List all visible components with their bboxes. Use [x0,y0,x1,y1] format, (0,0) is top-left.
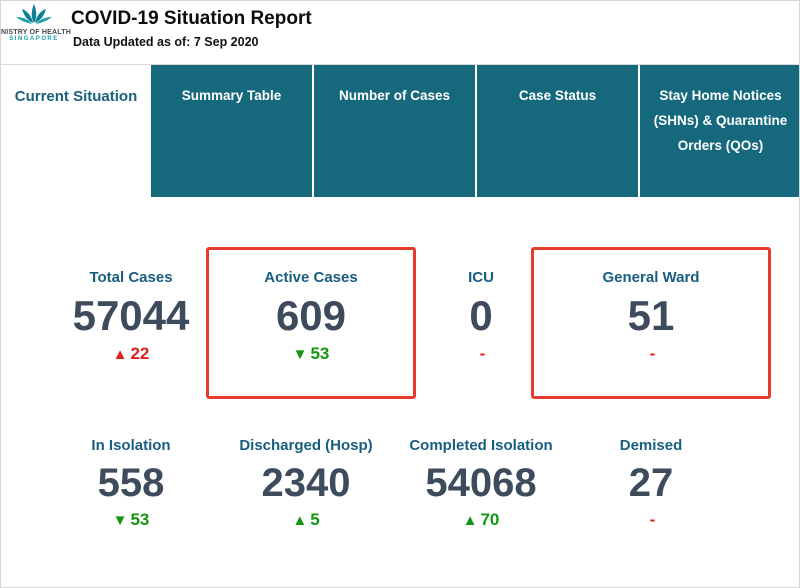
stat-value: 27 [628,461,674,505]
stat-value: 2340 [261,461,351,505]
stat-value: 51 [627,292,675,339]
stat-icu: ICU 0 - [421,269,541,364]
stat-label: Completed Isolation [409,437,553,454]
tab-strip: Summary Table Number of Cases Case Statu… [151,65,799,197]
stat-value: 0 [469,292,493,339]
logo-org-text: NISTRY OF HEALTH [1,29,71,36]
stat-active-cases: Active Cases 609 ▼ 53 [211,269,411,364]
stat-label: In Isolation [91,437,171,454]
stat-value: 609 [275,292,347,339]
stat-delta: - [421,344,541,364]
stat-in-isolation: In Isolation 558 ▼ 53 [31,437,231,530]
stat-delta: ▼ 53 [31,510,231,530]
delta-value: - [649,344,656,364]
stat-label: Total Cases [89,269,173,286]
stat-completed-isolation: Completed Isolation 54068 ▲ 70 [376,437,586,530]
moh-logo: NISTRY OF HEALTH SINGAPORE [1,3,71,42]
stat-label: Discharged (Hosp) [239,437,373,454]
triangle-down-icon: ▼ [112,512,128,529]
stat-delta: ▼ 53 [211,344,411,364]
triangle-down-icon: ▼ [292,346,308,364]
header: NISTRY OF HEALTH SINGAPORE COVID-19 Situ… [1,1,799,64]
data-updated-label: Data Updated as of: 7 Sep 2020 [73,35,259,49]
stat-delta: ▲ 5 [201,510,411,530]
tab-current-situation[interactable]: Current Situation [1,65,151,197]
stat-total-cases: Total Cases 57044 ▲ 22 [31,269,231,364]
stat-label: General Ward [602,269,700,286]
stat-demised: Demised 27 - [551,437,751,530]
stat-value: 57044 [72,292,190,339]
tab-stay-home-notices[interactable]: Stay Home Notices (SHNs) & Quarantine Or… [638,65,799,197]
stat-discharged-hosp: Discharged (Hosp) 2340 ▲ 5 [201,437,411,530]
lotus-icon [1,3,67,29]
triangle-up-icon: ▲ [292,512,308,529]
nav-tabs: Current Situation Summary Table Number o… [1,64,799,197]
tab-summary-table[interactable]: Summary Table [181,88,282,103]
stat-delta: - [536,344,766,364]
tab-case-status[interactable]: Case Status [475,65,638,197]
logo-country-text: SINGAPORE [9,36,59,42]
stat-general-ward: General Ward 51 - [536,269,766,364]
stat-delta: ▲ 22 [31,344,231,364]
delta-value: 22 [130,344,150,364]
page-title: COVID-19 Situation Report [71,8,312,29]
stat-delta: ▲ 70 [376,510,586,530]
delta-value: 53 [310,344,330,364]
triangle-up-icon: ▲ [462,512,478,529]
stat-value: 558 [97,461,165,505]
delta-value: 70 [480,510,500,529]
triangle-up-icon: ▲ [112,346,128,364]
stat-label: Demised [619,437,683,454]
delta-value: 5 [310,510,320,529]
delta-value: - [479,344,486,364]
stat-value: 54068 [425,461,537,505]
tab-number-of-cases[interactable]: Number of Cases [312,65,475,197]
delta-value: 53 [130,510,150,529]
stat-label: Active Cases [264,269,358,286]
delta-value: - [649,510,656,529]
stat-label: ICU [468,269,494,286]
stat-delta: - [551,510,751,530]
